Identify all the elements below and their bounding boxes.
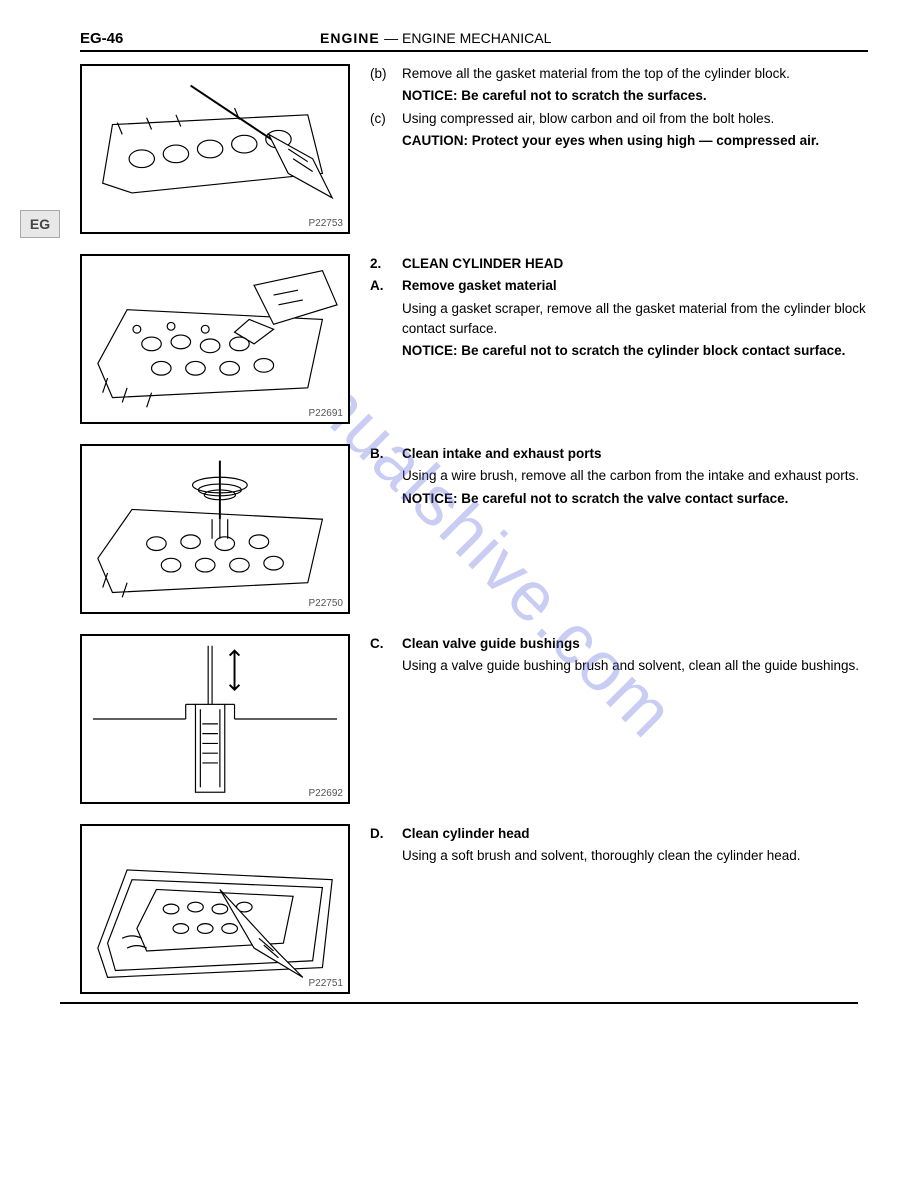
section-row: P22751 D.Clean cylinder head Using a sof… <box>80 824 868 994</box>
text-column: B.Clean intake and exhaust ports Using a… <box>370 444 868 511</box>
figure-svg <box>82 66 348 232</box>
section-row: P22750 B.Clean intake and exhaust ports … <box>80 444 868 614</box>
footer-rule <box>60 1002 858 1004</box>
step-line: Using a wire brush, remove all the carbo… <box>370 466 868 486</box>
step-label: A. <box>370 276 402 296</box>
step-line: Using a soft brush and solvent, thorough… <box>370 846 868 866</box>
figure-cylinder-block-scrape: P22753 <box>80 64 350 234</box>
step-label <box>370 341 402 361</box>
step-line: (c)Using compressed air, blow carbon and… <box>370 109 868 129</box>
step-label <box>370 656 402 676</box>
header-title-group: ENGINE — ENGINE MECHANICAL <box>320 30 551 48</box>
step-label: C. <box>370 634 402 654</box>
step-body: Clean cylinder head <box>402 824 868 844</box>
section-row: P22753 (b)Remove all the gasket material… <box>80 64 868 234</box>
step-body: Using a wire brush, remove all the carbo… <box>402 466 868 486</box>
step-body: Using a soft brush and solvent, thorough… <box>402 846 868 866</box>
figure-svg <box>82 636 348 802</box>
step-line: 2.CLEAN CYLINDER HEAD <box>370 254 868 274</box>
step-line: D.Clean cylinder head <box>370 824 868 844</box>
step-label: (b) <box>370 64 402 84</box>
content: P22753 (b)Remove all the gasket material… <box>80 64 868 994</box>
section-side-tab: EG <box>20 210 60 238</box>
text-column: D.Clean cylinder head Using a soft brush… <box>370 824 868 869</box>
figure-code: P22691 <box>309 408 343 419</box>
step-label <box>370 846 402 866</box>
figure-svg <box>82 256 348 422</box>
step-label <box>370 466 402 486</box>
figure-svg <box>82 446 348 612</box>
text-column: (b)Remove all the gasket material from t… <box>370 64 868 153</box>
figure-valve-guide-brush: P22692 <box>80 634 350 804</box>
step-label: B. <box>370 444 402 464</box>
figure-gasket-scraper: P22691 <box>80 254 350 424</box>
step-body: CLEAN CYLINDER HEAD <box>402 254 868 274</box>
header-dash: — <box>384 30 402 46</box>
step-line: NOTICE: Be careful not to scratch the cy… <box>370 341 868 361</box>
text-column: 2.CLEAN CYLINDER HEAD A.Remove gasket ma… <box>370 254 868 363</box>
step-line: (b)Remove all the gasket material from t… <box>370 64 868 84</box>
step-body: Clean valve guide bushings <box>402 634 868 654</box>
page: EG-46 ENGINE — ENGINE MECHANICAL EG manu… <box>0 0 918 1044</box>
header-subtitle: ENGINE MECHANICAL <box>402 30 551 46</box>
step-body: CAUTION: Protect your eyes when using hi… <box>402 131 868 151</box>
step-line: CAUTION: Protect your eyes when using hi… <box>370 131 868 151</box>
section-row: P22692 C.Clean valve guide bushings Usin… <box>80 634 868 804</box>
figure-code: P22753 <box>309 218 343 229</box>
step-body: Using compressed air, blow carbon and oi… <box>402 109 868 129</box>
step-line: Using a gasket scraper, remove all the g… <box>370 299 868 340</box>
step-label <box>370 86 402 106</box>
step-label <box>370 299 402 340</box>
step-line: B.Clean intake and exhaust ports <box>370 444 868 464</box>
figure-code: P22750 <box>309 598 343 609</box>
step-body: Clean intake and exhaust ports <box>402 444 868 464</box>
step-label: (c) <box>370 109 402 129</box>
step-label: 2. <box>370 254 402 274</box>
page-header: EG-46 ENGINE — ENGINE MECHANICAL <box>80 30 868 52</box>
step-body: NOTICE: Be careful not to scratch the va… <box>402 489 868 509</box>
figure-code: P22692 <box>309 788 343 799</box>
step-label: D. <box>370 824 402 844</box>
step-body: Remove all the gasket material from the … <box>402 64 868 84</box>
step-line: NOTICE: Be careful not to scratch the va… <box>370 489 868 509</box>
step-body: Using a gasket scraper, remove all the g… <box>402 299 868 340</box>
step-line: C.Clean valve guide bushings <box>370 634 868 654</box>
figure-svg <box>82 826 348 992</box>
text-column: C.Clean valve guide bushings Using a val… <box>370 634 868 679</box>
step-line: A.Remove gasket material <box>370 276 868 296</box>
step-body: NOTICE: Be careful not to scratch the cy… <box>402 341 868 361</box>
step-body: Using a valve guide bushing brush and so… <box>402 656 868 676</box>
step-line: Using a valve guide bushing brush and so… <box>370 656 868 676</box>
section-row: P22691 2.CLEAN CYLINDER HEAD A.Remove ga… <box>80 254 868 424</box>
step-body: NOTICE: Be careful not to scratch the su… <box>402 86 868 106</box>
step-body: Remove gasket material <box>402 276 868 296</box>
step-label <box>370 131 402 151</box>
header-title: ENGINE <box>320 30 380 46</box>
step-label <box>370 489 402 509</box>
figure-code: P22751 <box>309 978 343 989</box>
figure-wire-brush: P22750 <box>80 444 350 614</box>
page-code: EG-46 <box>80 30 320 47</box>
step-line: NOTICE: Be careful not to scratch the su… <box>370 86 868 106</box>
figure-solvent-tray: P22751 <box>80 824 350 994</box>
